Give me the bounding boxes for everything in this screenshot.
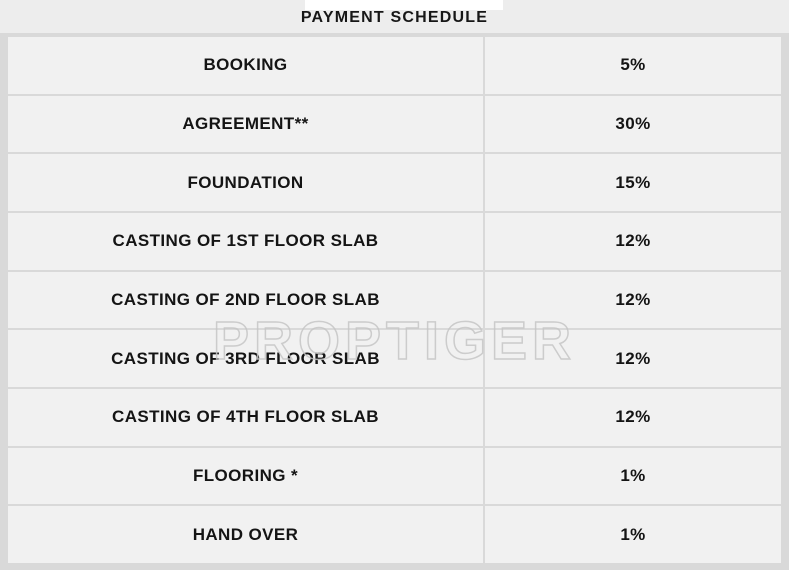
table-row: HAND OVER 1% — [8, 506, 781, 564]
stage-cell: CASTING OF 1ST FLOOR SLAB — [8, 213, 483, 270]
percentage-cell: 1% — [485, 506, 781, 564]
table-row: FLOORING * 1% — [8, 447, 781, 505]
header: PAYMENT SCHEDULE — [0, 0, 789, 33]
percentage-cell: 15% — [485, 154, 781, 212]
percentage-cell: 12% — [485, 389, 781, 446]
percentage-cell: 1% — [485, 447, 781, 505]
stage-cell: BOOKING — [8, 37, 483, 94]
stage-cell: AGREEMENT** — [8, 95, 483, 153]
table-row: FOUNDATION 15% — [8, 154, 781, 212]
stage-cell: FOUNDATION — [8, 154, 483, 212]
page-title: PAYMENT SCHEDULE — [300, 9, 489, 26]
percentage-cell: 12% — [485, 271, 781, 329]
stage-cell: HAND OVER — [8, 506, 483, 564]
payment-schedule-table-body: BOOKING 5% AGREEMENT** 30% FOUNDATION 15% CAST… — [8, 37, 781, 564]
table-row: CASTING OF 1ST FLOOR SLAB 12% — [8, 213, 781, 270]
table-row: CASTING OF 2ND FLOOR SLAB 12% — [8, 271, 781, 329]
stage-cell: CASTING OF 4TH FLOOR SLAB — [8, 389, 483, 446]
table-row: BOOKING 5% — [8, 37, 781, 94]
percentage-cell: 12% — [485, 330, 781, 388]
stage-cell: CASTING OF 2ND FLOOR SLAB — [8, 271, 483, 329]
percentage-cell: 12% — [485, 213, 781, 270]
table-row: CASTING OF 3RD FLOOR SLAB 12% — [8, 330, 781, 388]
payment-schedule-table: BOOKING 5% AGREEMENT** 30% FOUNDATION 15% CAST… — [0, 33, 789, 570]
stage-cell: FLOORING * — [8, 447, 483, 505]
table-row: AGREEMENT** 30% — [8, 95, 781, 153]
percentage-cell: 5% — [485, 37, 781, 94]
title-tab-highlight — [305, 0, 503, 10]
stage-cell: CASTING OF 3RD FLOOR SLAB — [8, 330, 483, 388]
percentage-cell: 30% — [485, 95, 781, 153]
table-row: CASTING OF 4TH FLOOR SLAB 12% — [8, 389, 781, 446]
